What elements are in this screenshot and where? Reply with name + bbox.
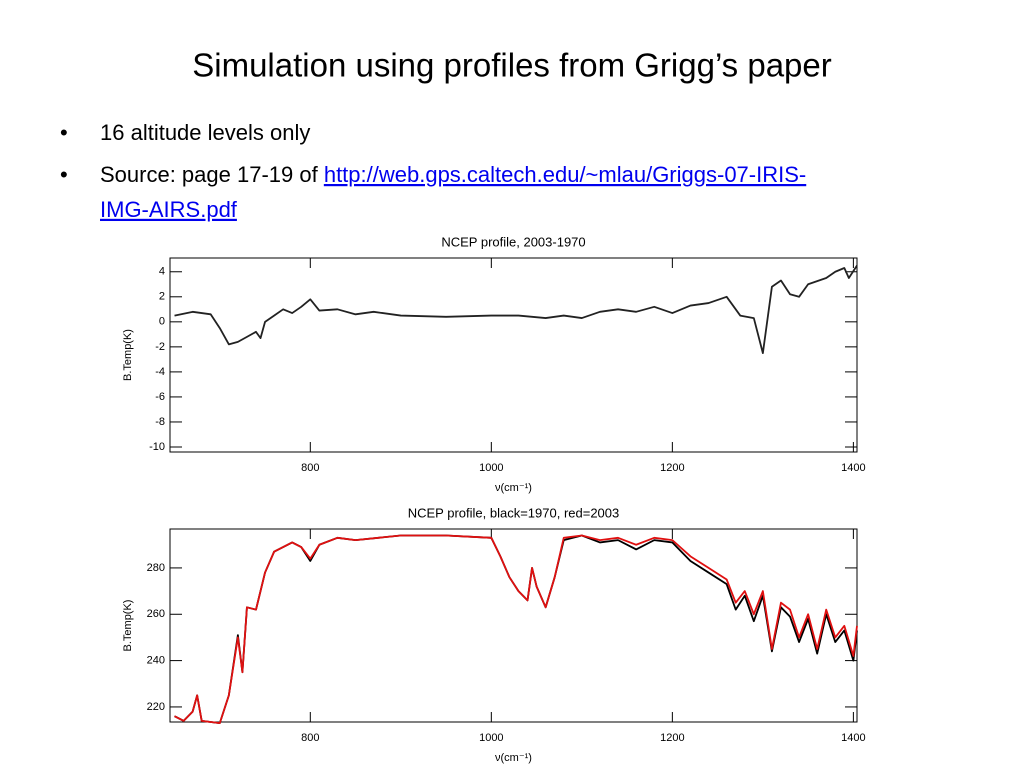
- y-tick-label: 240: [147, 655, 165, 667]
- y-tick-label: 2: [159, 291, 165, 303]
- x-tick-label: 1200: [660, 462, 684, 474]
- y-axis-label: B.Temp(K): [122, 329, 134, 381]
- x-tick-label: 1200: [660, 732, 684, 744]
- data-line: [174, 534, 858, 725]
- y-tick-label: 280: [147, 562, 165, 574]
- data-line: [174, 265, 858, 355]
- y-tick-label: 0: [159, 316, 165, 328]
- bullet-dot: •: [60, 162, 68, 187]
- x-axis-label: ν(cm⁻¹): [495, 482, 532, 494]
- y-axis-label: B.Temp(K): [122, 600, 134, 652]
- y-tick-label: -8: [155, 416, 165, 428]
- chart-title: NCEP profile, 2003-1970: [441, 234, 585, 249]
- bullet-dot: •: [60, 120, 68, 145]
- x-tick-label: 1400: [841, 732, 865, 744]
- link[interactable]: IMG-AIRS.pdf: [100, 197, 238, 222]
- data-line: [174, 534, 858, 725]
- x-tick-label: 1000: [479, 732, 503, 744]
- y-tick-label: -2: [155, 341, 165, 353]
- bullet-text: Source: page 17-19 of: [100, 162, 324, 187]
- x-tick-label: 800: [301, 732, 319, 744]
- y-tick-label: 4: [159, 266, 165, 278]
- chart-title: NCEP profile, black=1970, red=2003: [408, 505, 620, 520]
- x-tick-label: 800: [301, 462, 319, 474]
- y-tick-label: -10: [149, 441, 165, 453]
- bullet: 16 altitude levels only: [100, 120, 310, 145]
- y-tick-label: -4: [155, 366, 165, 378]
- x-axis-label: ν(cm⁻¹): [495, 752, 532, 764]
- y-tick-label: 260: [147, 608, 165, 620]
- y-tick-label: 220: [147, 701, 165, 713]
- plot-frame: [169, 257, 858, 453]
- y-tick-label: -6: [155, 391, 165, 403]
- x-tick-label: 1400: [841, 462, 865, 474]
- bullet: Source: page 17-19 of http://web.gps.cal…: [100, 162, 806, 187]
- link[interactable]: http://web.gps.caltech.edu/~mlau/Griggs-…: [324, 162, 806, 187]
- slide-title: Simulation using profiles from Grigg’s p…: [192, 47, 832, 84]
- plot-frame: [169, 528, 858, 723]
- x-tick-label: 1000: [479, 462, 503, 474]
